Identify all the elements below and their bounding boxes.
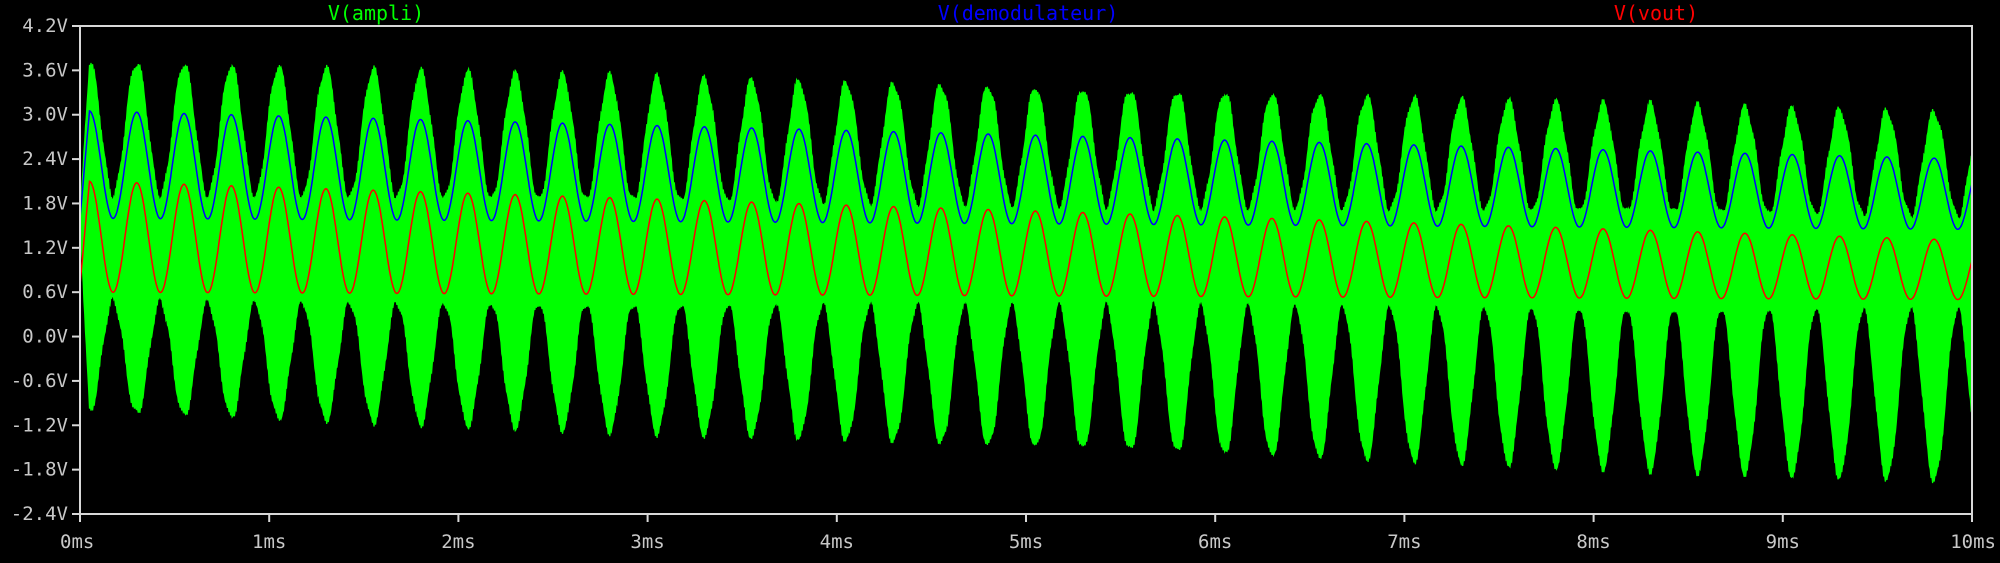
legend: V(ampli) V(demodulateur) V(vout) xyxy=(328,1,1698,25)
x-axis: 0ms 1ms 2ms 3ms 4ms 5ms 6ms 7ms 8ms 9ms 10ms xyxy=(60,514,1996,553)
x-tick-label: 10ms xyxy=(1950,531,1996,553)
x-tick-label: 2ms xyxy=(441,531,475,553)
y-tick-label: -1.2V xyxy=(11,414,68,436)
y-tick-label: -0.6V xyxy=(11,370,68,392)
x-tick-label: 9ms xyxy=(1766,531,1800,553)
y-tick-label: 0.0V xyxy=(22,326,68,348)
x-tick-label: 7ms xyxy=(1387,531,1421,553)
x-tick-label: 6ms xyxy=(1198,531,1232,553)
y-tick-label: 3.0V xyxy=(22,104,68,126)
x-tick-label: 3ms xyxy=(630,531,664,553)
y-tick-label: 4.2V xyxy=(22,15,68,37)
y-tick-label: 1.8V xyxy=(22,192,68,214)
y-tick-label: -1.8V xyxy=(11,459,68,481)
x-tick-label: 5ms xyxy=(1009,531,1043,553)
x-tick-label: 4ms xyxy=(820,531,854,553)
series-v-demodulateur xyxy=(79,109,1973,230)
y-tick-label: -2.4V xyxy=(11,503,68,525)
y-tick-label: 0.6V xyxy=(22,281,68,303)
x-tick-label: 1ms xyxy=(252,531,286,553)
y-tick-label: 2.4V xyxy=(22,148,68,170)
series-v-vout xyxy=(79,180,1973,301)
legend-item[interactable]: V(vout) xyxy=(1614,1,1698,25)
legend-item[interactable]: V(ampli) xyxy=(328,1,424,25)
y-tick-label: 3.6V xyxy=(22,59,68,81)
legend-item[interactable]: V(demodulateur) xyxy=(938,1,1119,25)
x-tick-label: 8ms xyxy=(1576,531,1610,553)
x-tick-label: 0ms xyxy=(60,531,94,553)
y-axis: 4.2V 3.6V 3.0V 2.4V 1.8V 1.2V 0.6V 0.0V -0.6V -1.… xyxy=(11,15,80,525)
y-tick-label: 1.2V xyxy=(22,237,68,259)
